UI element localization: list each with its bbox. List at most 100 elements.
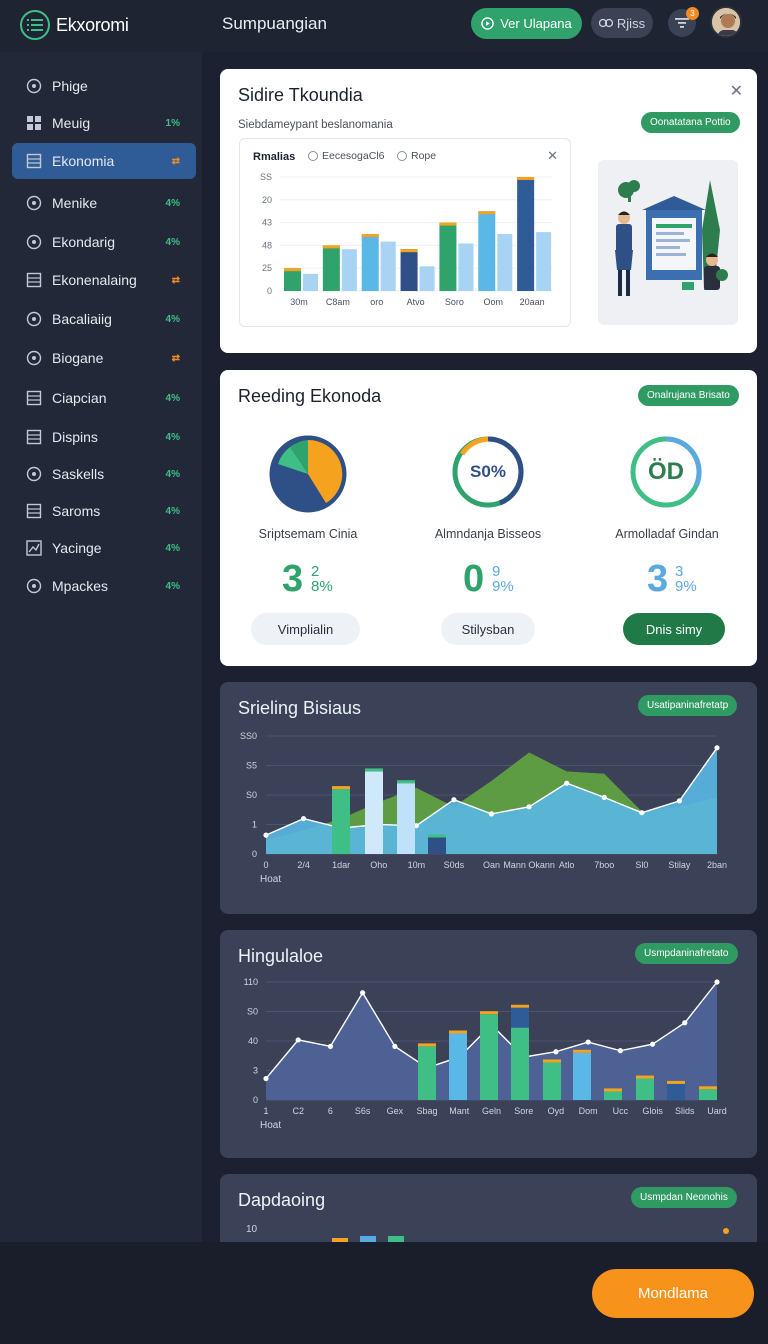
bar-cap <box>439 222 457 226</box>
y-tick-label: SS <box>260 172 272 182</box>
secondary-button[interactable]: Rjiss <box>591 8 653 38</box>
bar <box>480 1014 498 1100</box>
bar-cap <box>322 245 340 249</box>
bar-cap <box>667 1080 685 1084</box>
close-icon[interactable]: ✕ <box>729 83 743 100</box>
bar <box>380 241 396 291</box>
combo-chart-card: Hingulaloe Usmpdaninafretato 110 S0 40 3 0 1 C… <box>220 930 757 1158</box>
user-avatar[interactable] <box>710 6 742 38</box>
link-icon <box>598 18 613 28</box>
sidebar-item-badge: 4% <box>165 392 180 404</box>
sidebar-item[interactable]: Yacinge 4% <box>12 530 196 566</box>
sidebar-item[interactable]: Phige <box>12 68 196 104</box>
sidebar-item[interactable]: Meuig 1% <box>12 105 196 141</box>
bar <box>341 249 357 291</box>
x-tick-label: Gex <box>387 1106 404 1116</box>
ring-3-button[interactable]: Dnis simy <box>623 613 725 645</box>
notifications-button[interactable]: 3 <box>668 7 699 37</box>
y-tick-label: 48 <box>262 240 272 250</box>
ring-3-center-value: ÖD <box>648 458 684 485</box>
sidebar-item-badge: 4% <box>165 505 180 517</box>
app-name: Ekxoromi <box>56 14 129 35</box>
data-point <box>451 797 457 803</box>
bar <box>365 771 383 854</box>
data-point <box>714 745 720 751</box>
sidebar-item[interactable]: Biogane ⇄ <box>12 340 196 376</box>
sidebar-item-label: Yacinge <box>52 540 102 556</box>
sidebar-item-badge: 1% <box>165 117 180 129</box>
menu-icon[interactable] <box>20 10 50 40</box>
status-pill[interactable]: Usmpdan Neonohis <box>631 1187 737 1208</box>
status-pill[interactable]: Oonatatana Pottio <box>641 112 740 133</box>
x-tick-label: Sbag <box>417 1106 438 1116</box>
close-chart-icon[interactable]: ✕ <box>547 148 558 163</box>
cta-button[interactable]: Mondlama <box>592 1269 754 1318</box>
sidebar-item[interactable]: Saskells 4% <box>12 456 196 492</box>
x-tick-label: Dom <box>579 1106 598 1116</box>
sidebar-item-badge: 4% <box>165 431 180 443</box>
ring-1-button[interactable]: Vimplialin <box>251 613 360 645</box>
legend-label: EecesogaCl6 <box>322 150 385 162</box>
sidebar-item-label: Ekondarig <box>52 234 116 250</box>
x-tick-label: S0ds <box>444 860 465 870</box>
sidebar-item[interactable]: Bacaliaiig 4% <box>12 301 196 337</box>
status-pill[interactable]: Onalrujana Brisato <box>638 385 739 406</box>
y-tick-label: 40 <box>248 1036 258 1046</box>
legend-item-2[interactable]: Rope <box>397 150 436 162</box>
sidebar-item[interactable]: Saroms 4% <box>12 493 196 529</box>
bar-segment <box>511 1007 529 1028</box>
y-tick-label: 0 <box>253 1095 258 1105</box>
sidebar-item[interactable]: Mpackes 4% <box>12 568 196 604</box>
bar <box>439 222 457 291</box>
sidebar-item[interactable]: Ciapcian 4% <box>12 380 196 416</box>
data-point <box>676 798 683 804</box>
sidebar-item-badge: ⇄ <box>171 274 180 286</box>
x-tick-label: Atvo <box>407 297 425 307</box>
legend-label: Rope <box>411 150 437 162</box>
square-icon <box>26 272 42 288</box>
bar <box>400 249 418 291</box>
sidebar-item[interactable]: Ekondarig 4% <box>12 224 196 260</box>
square-icon <box>26 503 42 519</box>
bar-cap <box>699 1086 717 1090</box>
status-pill[interactable]: Usmpdaninafretato <box>635 943 738 964</box>
app-logo[interactable]: Ekxoromi <box>20 10 129 40</box>
bar-chart: SS 20 43 48 25 0 30m C8am oro Atvo Soro Oom 20aan <box>260 172 552 307</box>
x-tick-label: Sl0 <box>635 860 648 870</box>
x-tick-label: 2/4 <box>297 860 310 870</box>
sidebar-item-badge: ⇄ <box>171 352 180 364</box>
progress-ring-3 <box>630 436 702 508</box>
sidebar-item-label: Ekonomia <box>52 153 115 169</box>
data-point <box>682 1020 688 1026</box>
bar <box>517 177 535 291</box>
sidebar-item-badge: 4% <box>165 468 180 480</box>
y-tick-label: 0 <box>252 849 257 859</box>
sidebar-item[interactable]: Ekonomia ⇄ <box>12 143 196 179</box>
card-title: Reeding Ekonoda <box>238 386 382 406</box>
sidebar: Phige Meuig 1% Ekonomia ⇄ Menike 4% Ekondarig 4%… <box>0 52 202 1242</box>
y-tick-label: 43 <box>262 218 272 228</box>
primary-action-button[interactable]: Ver Ulapana <box>471 8 582 39</box>
legend-item-1[interactable]: EecesogaCl6 <box>308 150 384 162</box>
x-tick-label: Soro <box>445 297 464 307</box>
x-tick-label: 7boo <box>594 860 614 870</box>
ring-2-button[interactable]: Stilysban <box>441 613 535 645</box>
x-tick-label: Oan <box>483 860 500 870</box>
card-title: Hingulaloe <box>238 946 324 966</box>
radio-icon <box>308 151 318 161</box>
status-pill[interactable]: Usatipaninafretatp <box>638 695 738 716</box>
ring-1-small-number: 2 8% <box>311 563 333 595</box>
notification-badge: 3 <box>686 7 699 20</box>
sidebar-item-badge: 4% <box>165 236 180 248</box>
bar <box>419 266 435 291</box>
sidebar-item-label: Meuig <box>52 115 91 131</box>
bar <box>699 1089 717 1100</box>
sidebar-item[interactable]: Dispins 4% <box>12 419 196 455</box>
circle-icon <box>26 350 42 366</box>
bar-cap <box>636 1075 654 1079</box>
sidebar-item-label: Saskells <box>52 466 105 482</box>
x-tick-label: 1 <box>263 1106 268 1116</box>
sidebar-item[interactable]: Menike 4% <box>12 185 196 221</box>
sidebar-item[interactable]: Ekonenalaing ⇄ <box>12 262 196 298</box>
bar <box>332 789 350 854</box>
